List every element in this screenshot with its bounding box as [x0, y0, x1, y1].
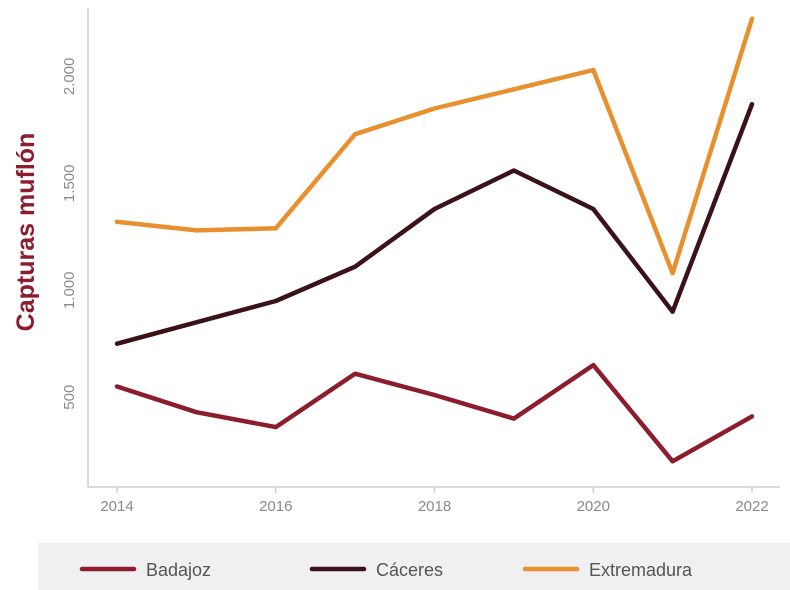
- axes: [87, 8, 780, 488]
- x-tick-label: 2018: [418, 498, 451, 515]
- series-line-badajoz: [114, 362, 755, 464]
- series-line-extremadura: [114, 16, 755, 276]
- x-tick-label: 2016: [259, 498, 292, 515]
- x-tick-label: 2020: [577, 498, 610, 515]
- series-line-c-ceres: [114, 101, 755, 346]
- y-ticks: 500 1.000 1.500 2.000: [61, 58, 78, 410]
- x-tick-label: 2022: [735, 498, 768, 515]
- y-tick-label: 1.500: [61, 165, 78, 203]
- y-axis-label: Capturas muflón: [12, 133, 40, 332]
- y-tick-label: 500: [61, 385, 78, 410]
- legend-label: Extremadura: [589, 560, 693, 580]
- legend: Badajoz Cáceres Extremadura: [79, 560, 693, 580]
- x-ticks: 2014 2016 2018 2020 2022: [100, 487, 769, 515]
- legend-label: Cáceres: [376, 560, 443, 580]
- y-tick-label: 2.000: [61, 58, 78, 96]
- legend-label: Badajoz: [146, 560, 211, 580]
- y-tick-label: 1.000: [61, 272, 78, 310]
- legend-background: [38, 543, 790, 590]
- series-group: [114, 16, 755, 464]
- x-tick-label: 2014: [100, 498, 133, 515]
